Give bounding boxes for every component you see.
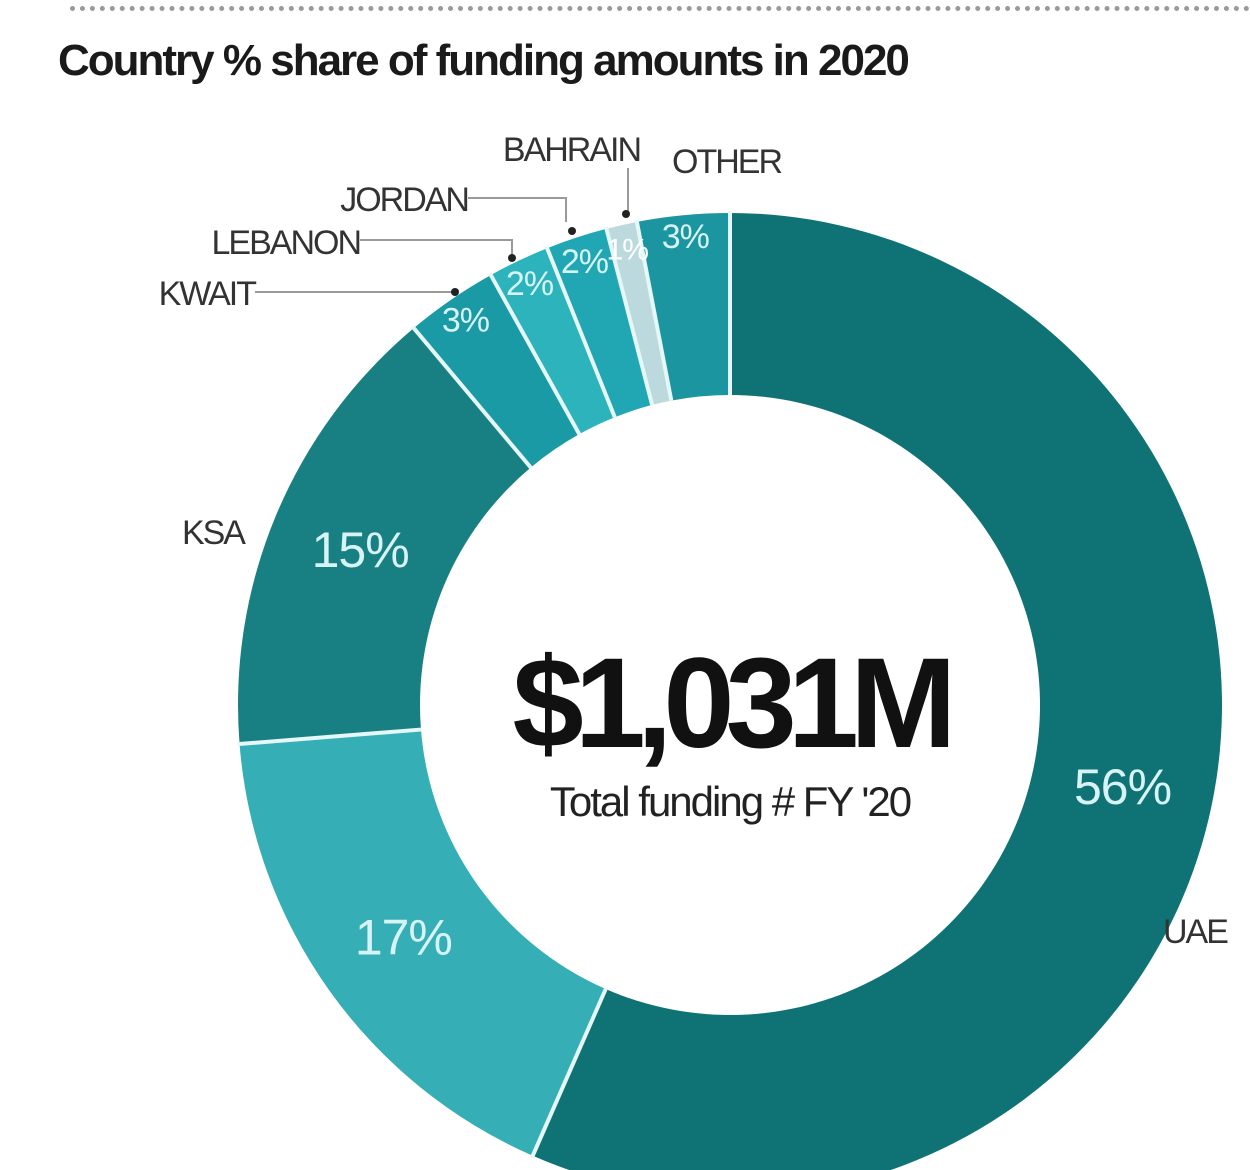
slice-separator-line bbox=[603, 226, 655, 406]
slice-other bbox=[636, 213, 730, 401]
slice-value-label: 56% bbox=[1074, 759, 1171, 815]
category-label-other: OTHER bbox=[672, 143, 781, 181]
slice-separator-line bbox=[488, 272, 582, 436]
category-label-uae: UAE bbox=[1163, 913, 1228, 951]
category-label-bahrain: BAHRAIN bbox=[503, 131, 640, 169]
slice-uae bbox=[532, 213, 1222, 1170]
slice-separators bbox=[237, 211, 732, 1159]
slice-bahrain bbox=[606, 221, 672, 405]
slice-value-label: 1% bbox=[607, 233, 649, 266]
leader-dot bbox=[508, 254, 516, 262]
slice-separator-line bbox=[237, 727, 422, 747]
slice-kwait bbox=[413, 275, 580, 468]
slice-unlabeled-1 bbox=[239, 729, 606, 1156]
slice-separator-line bbox=[530, 988, 608, 1159]
slice-value-label: 15% bbox=[312, 522, 409, 578]
slice-value-label: 2% bbox=[506, 265, 554, 303]
chart-title: Country % share of funding amounts in 20… bbox=[58, 36, 910, 85]
slice-separator-line bbox=[544, 245, 617, 418]
slice-value-label: 3% bbox=[442, 302, 490, 340]
slice-lebanon bbox=[490, 248, 615, 435]
slice-separator-line bbox=[410, 325, 533, 469]
leader-dot bbox=[622, 210, 630, 218]
leader-line bbox=[360, 239, 513, 258]
slice-value-label: 2% bbox=[561, 243, 609, 281]
top-dotted-rule bbox=[70, 6, 1250, 11]
slice-separator-line bbox=[634, 219, 674, 401]
slice-labels: 56%17%15%3%2%2%1% 3%UAEKSAKWAITLEBANONJOR… bbox=[159, 131, 1231, 966]
center-total-value: $1,031M bbox=[512, 632, 956, 775]
category-label-kwait: KWAIT bbox=[159, 275, 257, 313]
slice-ksa bbox=[238, 328, 531, 744]
slice-value-label: 3% bbox=[662, 218, 710, 256]
slice-value-label: 17% bbox=[355, 910, 452, 966]
category-label-ksa: KSA bbox=[182, 514, 246, 552]
leader-line bbox=[468, 197, 567, 222]
leader-dot bbox=[568, 227, 576, 235]
category-label-jordan: JORDAN bbox=[340, 181, 468, 219]
category-label-lebanon: LEBANON bbox=[212, 224, 361, 262]
leader-dot bbox=[451, 288, 459, 296]
center-total-label: Total funding # FY '20 bbox=[549, 778, 912, 825]
donut-slices bbox=[238, 213, 1222, 1170]
slice-jordan bbox=[547, 228, 653, 418]
